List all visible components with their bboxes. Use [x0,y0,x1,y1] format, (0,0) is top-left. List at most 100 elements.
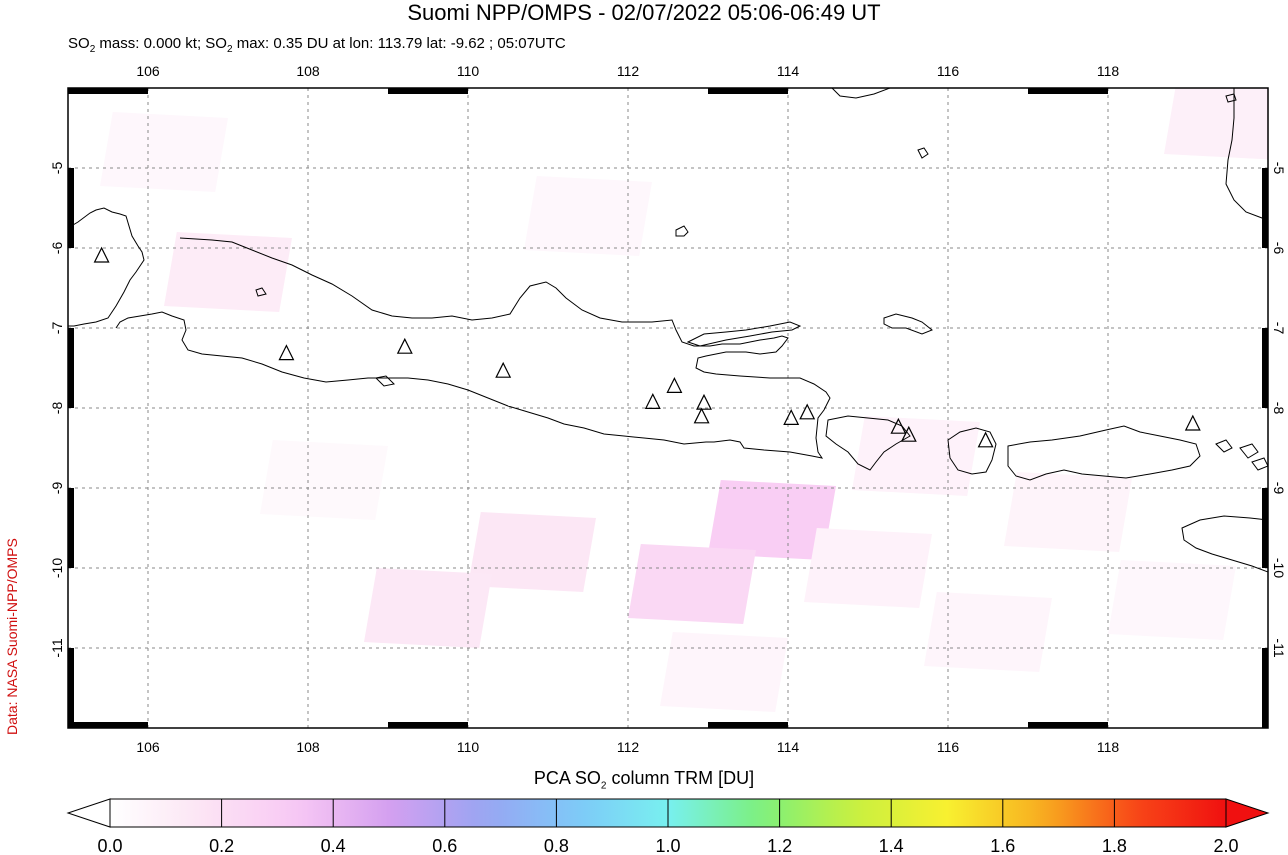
lon-tick-label-bottom: 116 [937,739,960,755]
so2-cell [852,416,980,496]
lon-tick-label-top: 114 [777,63,800,79]
map-title: Suomi NPP/OMPS - 02/07/2022 05:06-06:49 … [407,0,881,25]
frame-bar-left [68,328,74,408]
frame-bar-top [1028,88,1108,94]
map-frame-bars [68,88,1268,728]
colorbar-title: PCA SO2 column TRM [DU] [533,768,755,792]
colorbar-arrow-high [1225,798,1270,828]
volcano-markers [93,246,1201,448]
volcano-icon [696,393,712,410]
lon-tick-label-top: 106 [136,63,160,79]
volcano-icon [396,337,413,354]
so2-cell [924,592,1052,672]
coastline-islet-2 [917,147,929,159]
colorbar-tick-label: 1.2 [767,836,792,855]
volcano-icon [278,344,295,361]
volcano-icon [93,246,110,263]
lat-tick-label-left: -9 [49,482,65,495]
lon-tick-label-top: 118 [1097,63,1120,79]
volcano-icon [666,377,683,393]
volcano-icon [644,393,661,409]
frame-bar-right [1262,648,1268,728]
so2-cell [364,568,492,648]
frame-bar-right [1262,328,1268,408]
lat-tick-label-right: -7 [1271,322,1287,335]
lat-tick-label-left: -6 [49,242,65,255]
colorbar-tick-label: 0.4 [321,836,346,855]
lat-tick-label-right: -9 [1271,482,1287,495]
so2-cell [1164,88,1268,160]
lat-tick-label-left: -10 [49,558,65,578]
lat-tick-label-right: -11 [1271,638,1287,657]
coastline-lombok [947,427,997,475]
frame-bar-bottom [388,722,468,728]
volcano-icon [693,407,710,424]
map-subtitle: SO2 mass: 0.000 kt; SO2 max: 0.35 DU at … [68,35,566,55]
so2-cell [524,176,652,256]
so2-field [100,88,1268,712]
frame-bar-left [68,488,74,568]
coastline-bawean [675,225,689,237]
coastline-madura [686,321,802,347]
colorbar-tick-label: 1.8 [1102,836,1127,855]
colorbar-arrow-low [66,798,111,828]
volcano-icon [977,431,994,448]
so2-cell [260,440,388,520]
coastline-sumatra [68,207,145,327]
frame-bar-top [708,88,788,94]
lon-tick-label-top: 108 [296,63,320,79]
lat-tick-label-left: -8 [49,402,65,415]
lon-tick-label-bottom: 112 [617,739,640,755]
colorbar: 0.0 0.2 0.4 0.6 0.8 1.0 1.2 1.4 1.6 1.8 2.0 [66,798,1270,855]
map-grid [68,88,1268,728]
coastlines [68,88,1268,573]
lon-tick-label-top: 110 [457,63,480,79]
so2-cell [660,632,788,712]
lon-tick-label-bottom: 108 [296,739,320,755]
coastline-islet-7 [1251,457,1268,471]
colorbar-tick-label: 0.6 [432,836,457,855]
coastline-java [115,237,831,459]
map-background [68,88,1268,728]
frame-bar-right [1262,488,1268,568]
colorbar-tick-label: 0.0 [97,836,122,855]
frame-bar-top [68,88,148,94]
lon-tick-label-top: 116 [937,63,960,79]
frame-bar-bottom [1028,722,1108,728]
lon-tick-label-bottom: 110 [457,739,480,755]
coastline-islet-1 [255,287,267,297]
coastline-bali [825,415,911,471]
coastline-sulawesi [1225,88,1268,221]
frame-bar-left [68,648,74,728]
coastline-sumbawa [1007,425,1201,481]
lat-tick-label-left: -7 [49,322,65,335]
frame-bar-right [1262,168,1268,248]
coastline-islet-5 [1215,439,1233,453]
map-axis-labels: 106 106 108 108 110 110 112 112 114 114 116 116 118 1… [49,63,1287,755]
lat-tick-label-right: -10 [1271,558,1287,578]
colorbar-tick-label: 1.0 [655,836,680,855]
lon-tick-label-bottom: 114 [777,739,800,755]
frame-bar-top [388,88,468,94]
frame-bar-bottom [68,722,148,728]
lat-tick-label-right: -6 [1271,242,1287,255]
lon-tick-label-bottom: 118 [1097,739,1120,755]
colorbar-tick-label: 2.0 [1213,836,1238,855]
so2-cell [100,112,228,192]
volcano-icon [783,409,800,425]
frame-bar-bottom [708,722,788,728]
lat-tick-label-left: -5 [49,162,65,175]
volcano-icon [890,417,907,434]
coastline-islet-3 [1225,93,1237,103]
volcano-icon [799,403,816,420]
so2-cell [1108,560,1236,640]
lon-tick-label-bottom: 106 [136,739,160,755]
so2-cell [628,544,756,624]
frame-bar-left [68,168,74,248]
coastline-kalimantan [831,88,891,99]
so2-cell [1004,472,1132,552]
lat-tick-label-left: -11 [49,638,65,657]
lon-tick-label-top: 112 [617,63,640,79]
coastline-islet-4 [374,375,396,387]
